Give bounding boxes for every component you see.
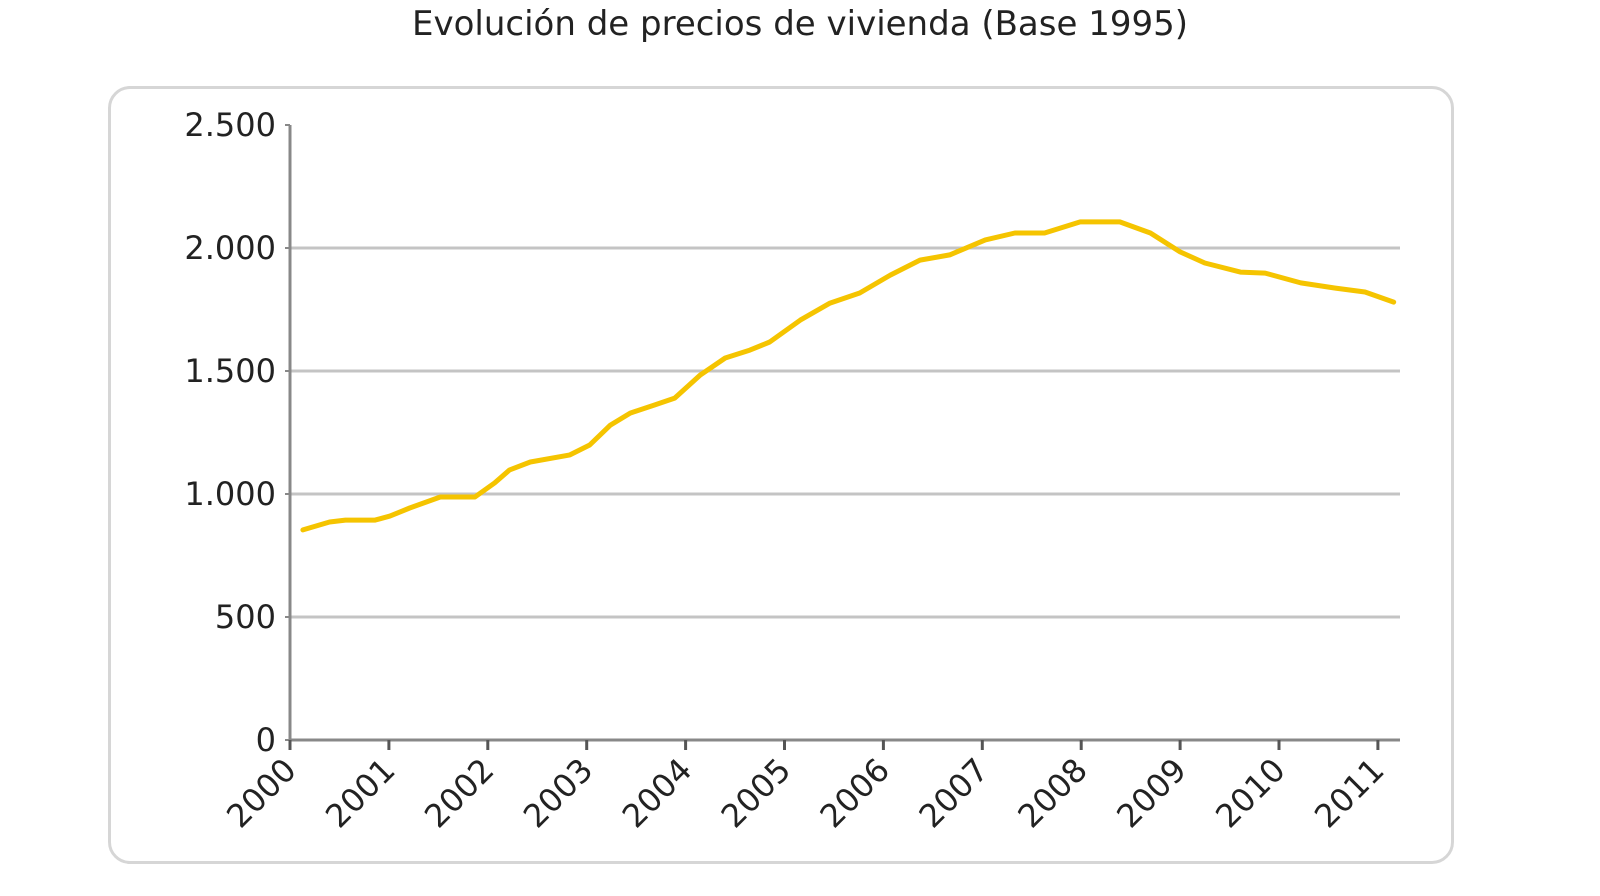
x-tick-label: 2009 <box>1109 751 1193 835</box>
y-tick-label: 2.500 <box>184 106 276 144</box>
x-tick-label: 2008 <box>1010 751 1094 835</box>
y-tick-label: 0 <box>256 721 276 759</box>
x-tick-label: 2007 <box>912 751 996 835</box>
y-tick-label: 1.500 <box>184 352 276 390</box>
x-tick-label: 2000 <box>219 751 303 835</box>
x-tick-label: 2002 <box>417 751 501 835</box>
chart-title: Evolución de precios de vivienda (Base 1… <box>412 4 1188 44</box>
series-line <box>300 219 1397 533</box>
x-tick-label: 2010 <box>1208 751 1292 835</box>
y-tick-label: 2.000 <box>184 229 276 267</box>
y-tick-label: 1.000 <box>184 475 276 513</box>
x-tick-label: 2001 <box>318 751 402 835</box>
y-tick-label: 500 <box>215 598 276 636</box>
x-tick-label: 2005 <box>714 751 798 835</box>
x-tick-label: 2004 <box>615 751 699 835</box>
x-tick-label: 2011 <box>1307 751 1391 835</box>
x-tick-label: 2003 <box>516 751 600 835</box>
chart-frame <box>108 86 1454 864</box>
x-tick-label: 2006 <box>813 751 897 835</box>
